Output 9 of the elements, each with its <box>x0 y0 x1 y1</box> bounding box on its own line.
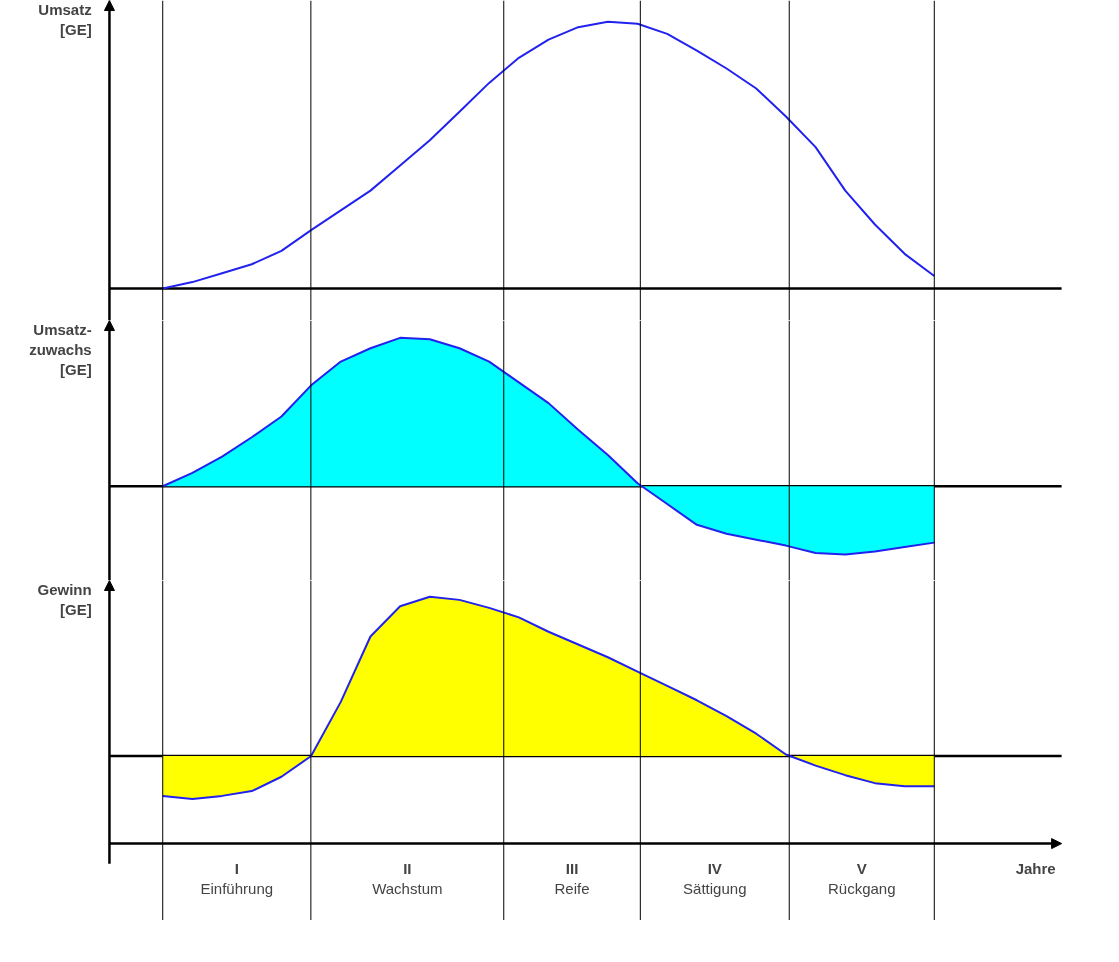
y-axis-title: Umsatz [GE] <box>38 0 92 38</box>
text: IV Sättigung <box>683 859 747 898</box>
text: III Reife <box>554 859 590 898</box>
text: I Einführung <box>200 859 274 898</box>
y-axis-title: Gewinn [GE] <box>37 580 92 618</box>
text: II Wachstum <box>372 859 443 898</box>
text: V Rückgang <box>827 859 896 898</box>
y-axis-title: Umsatz- zuwachs [GE] <box>29 320 92 379</box>
x-axis-title: Jahre <box>1015 859 1056 877</box>
